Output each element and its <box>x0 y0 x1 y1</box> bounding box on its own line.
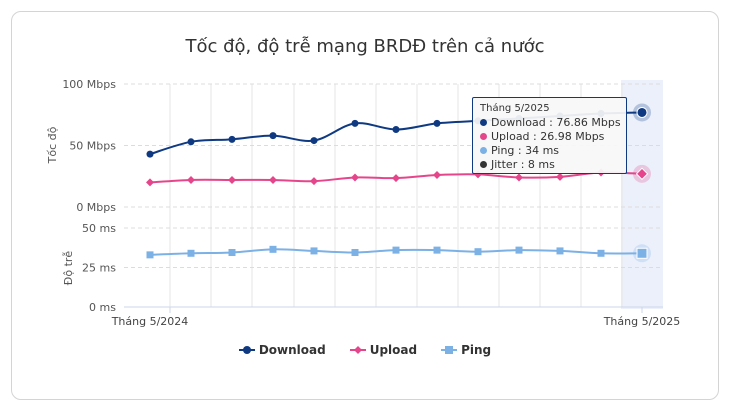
tooltip-row-upload: Upload : 26.98 Mbps <box>480 130 619 144</box>
point-upload-2 <box>228 175 236 184</box>
point-download-4 <box>310 137 318 145</box>
point-upload-12 <box>635 167 649 181</box>
point-download-0 <box>146 150 154 158</box>
tooltip-header: Tháng 5/2025 <box>480 103 550 114</box>
point-upload-1 <box>187 175 195 184</box>
hover-band <box>621 80 663 309</box>
chart-legend: Download Upload Ping <box>0 343 730 357</box>
legend-item-ping[interactable]: Ping <box>441 343 491 357</box>
tooltip-row-download: Download : 76.86 Mbps <box>480 116 621 130</box>
point-upload-7 <box>433 171 441 180</box>
legend-label-ping: Ping <box>461 343 492 357</box>
point-download-12 <box>636 106 648 118</box>
ytick-label-0-0: 100 Mbps <box>62 78 116 91</box>
point-ping-7 <box>433 246 441 254</box>
point-ping-3 <box>269 245 277 253</box>
tooltip-row-ping: Ping : 34 ms <box>480 144 619 158</box>
point-upload-10 <box>556 172 564 181</box>
point-ping-8 <box>474 248 482 256</box>
point-ping-0 <box>146 251 154 259</box>
point-upload-5 <box>351 173 359 182</box>
ytick-label-1-2: 0 ms <box>89 301 116 314</box>
xtick-label-last: Tháng 5/2025 <box>603 315 681 328</box>
point-ping-9 <box>515 246 523 254</box>
legend-ping-icon <box>441 346 458 354</box>
point-upload-4 <box>310 177 318 186</box>
ylabel-1: Độ trễ <box>62 251 75 286</box>
point-upload-9 <box>515 173 523 182</box>
tooltip-row-jitter: Jitter : 8 ms <box>480 158 619 172</box>
legend-item-download[interactable]: Download <box>238 343 326 357</box>
ytick-label-0-1: 50 Mbps <box>69 140 116 153</box>
point-ping-11 <box>597 249 605 257</box>
ytick-label-1-1: 25 ms <box>82 262 116 275</box>
point-download-1 <box>187 138 195 146</box>
point-download-5 <box>351 119 359 127</box>
ytick-label-0-2: 0 Mbps <box>76 201 116 214</box>
legend-label-download: Download <box>258 343 326 357</box>
point-upload-0 <box>146 178 154 187</box>
ytick-label-1-0: 50 ms <box>82 222 116 235</box>
point-download-6 <box>392 126 400 134</box>
point-download-7 <box>433 119 441 127</box>
ylabel-0: Tốc độ <box>46 126 59 164</box>
legend-upload-icon <box>349 346 366 354</box>
chart-title: Tốc độ, độ trễ mạng BRDĐ trên cả nước <box>185 36 545 57</box>
ping-dot-icon <box>480 147 487 154</box>
jitter-dot-icon <box>480 161 487 168</box>
point-ping-5 <box>351 248 359 256</box>
point-ping-12 <box>636 247 648 259</box>
point-download-3 <box>269 132 277 140</box>
point-upload-3 <box>269 175 277 184</box>
chart-tooltip: Tháng 5/2025 Download : 76.86 Mbps Uploa… <box>472 97 627 174</box>
point-ping-10 <box>556 247 564 255</box>
chart-card <box>11 11 719 400</box>
point-download-2 <box>228 135 236 143</box>
point-upload-6 <box>392 174 400 183</box>
point-ping-2 <box>228 248 236 256</box>
upload-dot-icon <box>480 133 487 140</box>
legend-item-upload[interactable]: Upload <box>349 343 418 357</box>
point-ping-4 <box>310 247 318 255</box>
legend-label-upload: Upload <box>369 343 418 357</box>
legend-download-icon <box>238 346 255 354</box>
point-ping-6 <box>392 246 400 254</box>
download-dot-icon <box>480 119 487 126</box>
xtick-label-first: Tháng 5/2024 <box>111 315 189 328</box>
point-ping-1 <box>187 249 195 257</box>
